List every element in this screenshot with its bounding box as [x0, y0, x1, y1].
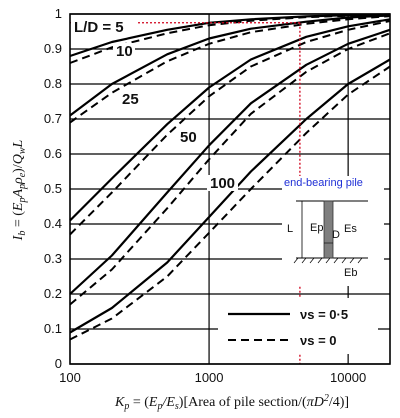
pile-inset: end-bearing pile L Ep D Es Eb — [282, 176, 384, 286]
x-axis-title: Kp = (Ep/Es)[Area of pile section/(πD2/4… — [114, 393, 349, 412]
inset-label-Es: Es — [344, 223, 357, 235]
curve-label-1: 10 — [116, 43, 133, 60]
curve-3-dashed — [69, 32, 391, 306]
y-tick-labels: 0 0.1 0.2 0.3 0.4 0.5 0.6 0.7 0.8 0.9 1 — [44, 6, 62, 371]
y-tick-label-8: 0.8 — [44, 76, 62, 91]
curve-1-dashed — [69, 15, 391, 124]
x-tick-label-2: 10000 — [330, 370, 366, 385]
curves — [69, 13, 391, 341]
legend-box — [218, 298, 378, 354]
curve-labels: L/D = 5 10 25 50 100 — [71, 19, 238, 192]
y-tick-label-6: 0.6 — [44, 146, 62, 161]
inset-label-Eb: Eb — [344, 267, 357, 279]
curve-1-solid — [69, 14, 391, 117]
curve-label-4: 100 — [210, 175, 235, 192]
legend: νs = 0·5 νs = 0 — [218, 298, 378, 354]
curve-4-solid — [69, 58, 391, 334]
x-tick-labels: 100 1000 10000 — [59, 370, 366, 385]
inset-label-Ep: Ep — [310, 222, 323, 234]
inset-label-D: D — [332, 229, 340, 241]
y-axis-title: Ib = (EpApρe)/QwL — [11, 139, 28, 241]
y-tick-label-1: 0.1 — [44, 321, 62, 336]
y-tick-label-5: 0.5 — [44, 181, 62, 196]
x-tick-label-1: 1000 — [195, 370, 224, 385]
curve-label-0: L/D = 5 — [74, 19, 124, 36]
curve-label-bg-3 — [177, 129, 199, 145]
y-tick-label-9: 0.9 — [44, 41, 62, 56]
inset-label-L: L — [287, 223, 293, 235]
curve-label-bg-0 — [71, 19, 138, 35]
inset-title: end-bearing pile — [284, 177, 363, 189]
y-tick-label-4: 0.4 — [44, 216, 62, 231]
y-tick-label-7: 0.7 — [44, 111, 62, 126]
plot-frame — [69, 13, 391, 365]
curve-label-bg-2 — [119, 91, 141, 107]
y-tick-label-0: 0 — [55, 356, 62, 371]
legend-label-dashed: νs = 0 — [300, 333, 337, 348]
legend-label-solid: νs = 0·5 — [300, 307, 348, 322]
curve-label-3: 50 — [180, 129, 197, 146]
x-tick-label-0: 100 — [59, 370, 81, 385]
curve-3-solid — [69, 28, 391, 295]
curve-2-dashed — [69, 20, 391, 236]
curve-label-bg-1 — [113, 43, 135, 59]
curve-2-solid — [69, 18, 391, 222]
curve-4-dashed — [69, 65, 391, 341]
y-tick-label-3: 0.3 — [44, 251, 62, 266]
curve-label-2: 25 — [122, 91, 139, 108]
base-hatch — [293, 257, 363, 264]
y-tick-label-10: 1 — [55, 6, 62, 21]
curve-label-bg-4 — [207, 175, 238, 191]
y-tick-label-2: 0.2 — [44, 286, 62, 301]
pile-body — [323, 200, 334, 259]
